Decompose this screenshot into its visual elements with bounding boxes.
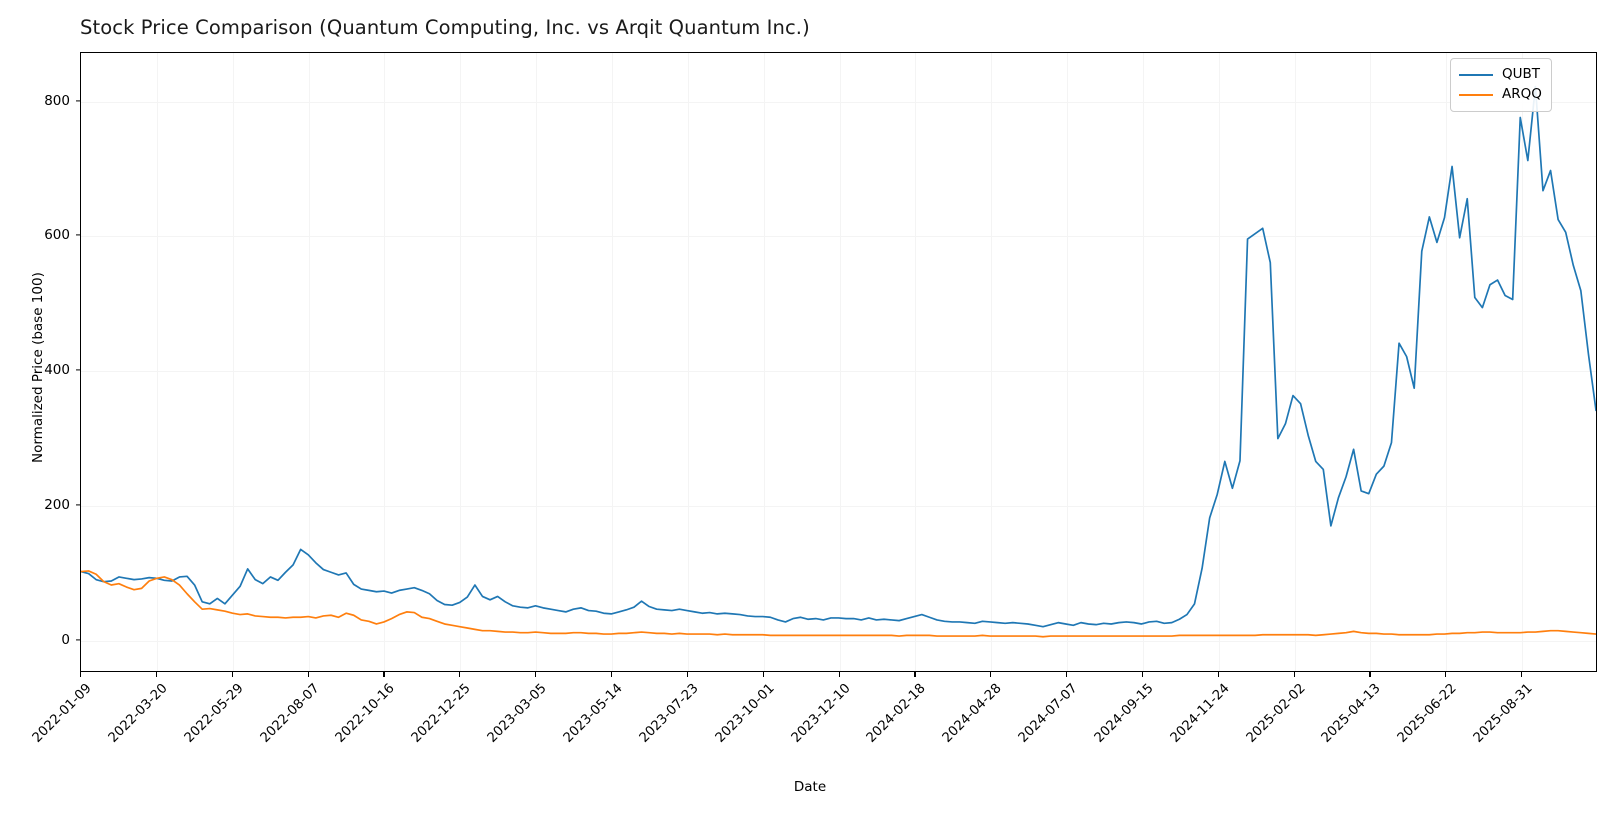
x-axis-tick-mark <box>990 672 992 677</box>
x-axis-tick-mark <box>1217 672 1219 677</box>
x-axis-tick-mark <box>155 672 158 677</box>
gridline-vertical <box>1067 53 1069 671</box>
gridline-vertical <box>232 53 234 671</box>
x-axis-tick-label: 2022-03-20 <box>105 681 171 746</box>
x-axis-tick-label: 2023-12-10 <box>788 681 854 746</box>
gridline-vertical <box>1294 53 1296 671</box>
gridline-vertical <box>839 53 841 671</box>
gridline-vertical <box>308 53 310 671</box>
series-lines <box>81 85 1596 638</box>
legend-item[interactable]: ARQQ <box>1459 85 1542 105</box>
x-axis-tick-label: 2023-03-05 <box>484 681 550 746</box>
x-axis-tick-label: 2025-04-13 <box>1319 681 1385 746</box>
y-axis-tick-label: 800 <box>44 92 70 109</box>
x-axis-tick-label: 2024-07-07 <box>1015 681 1081 746</box>
x-axis-tick-mark <box>838 672 840 677</box>
x-axis-tick-mark <box>1066 672 1068 677</box>
x-axis-tick-label: 2024-11-24 <box>1167 681 1233 746</box>
chart-title: Stock Price Comparison (Quantum Computin… <box>80 16 810 39</box>
y-axis-tick-mark <box>75 369 80 371</box>
series-line-qubt <box>81 85 1596 628</box>
y-axis-label: Normalized Price (base 100) <box>30 272 46 463</box>
x-axis-tick-mark <box>1293 672 1295 677</box>
x-axis-tick-label: 2022-05-29 <box>181 681 247 746</box>
legend-label: ARQQ <box>1502 86 1542 103</box>
x-axis-tick-mark <box>1521 672 1523 677</box>
gridline-horizontal <box>81 371 1596 373</box>
gridline-vertical <box>611 53 613 671</box>
y-axis-tick-label: 200 <box>44 496 70 513</box>
gridline-vertical <box>460 53 462 671</box>
x-axis-tick-mark <box>80 672 82 677</box>
x-axis-tick-label: 2025-02-02 <box>1243 681 1309 746</box>
gridline-vertical <box>763 53 765 671</box>
gridline-vertical <box>687 53 689 671</box>
x-axis-tick-mark <box>535 672 537 677</box>
series-line-arqq <box>81 570 1596 638</box>
x-axis-tick-mark <box>383 672 385 677</box>
gridline-vertical <box>1446 53 1448 671</box>
x-axis-tick-mark <box>459 672 461 677</box>
gridline-vertical <box>1142 53 1144 671</box>
x-axis-tick-label: 2024-09-15 <box>1091 681 1157 746</box>
x-axis-tick-label: 2023-10-01 <box>712 681 778 746</box>
plot-area <box>80 52 1597 672</box>
y-axis-tick-mark <box>75 504 80 506</box>
y-axis-tick-label: 400 <box>44 362 70 379</box>
y-axis-tick-mark <box>75 99 80 102</box>
gridline-horizontal <box>81 101 1596 103</box>
y-axis-tick-mark <box>75 639 80 641</box>
legend-color-swatch <box>1459 94 1493 96</box>
x-axis-tick-label: 2022-10-16 <box>333 681 398 746</box>
legend-color-swatch <box>1459 74 1493 76</box>
x-axis-tick-mark <box>762 672 764 677</box>
x-axis-tick-mark <box>1445 672 1447 677</box>
x-axis-tick-mark <box>610 672 613 677</box>
legend-label: QUBT <box>1502 66 1541 83</box>
legend-item[interactable]: QUBT <box>1459 65 1542 85</box>
gridline-vertical <box>156 53 158 671</box>
gridline-vertical <box>384 53 386 671</box>
gridline-horizontal <box>81 505 1596 507</box>
y-axis-tick-label: 0 <box>61 631 70 648</box>
x-axis-label: Date <box>793 779 827 795</box>
gridline-vertical <box>1370 53 1372 671</box>
x-axis-tick-mark <box>686 672 688 677</box>
x-axis-tick-mark <box>307 672 309 677</box>
x-axis-tick-label: 2022-08-07 <box>257 681 323 746</box>
gridline-horizontal <box>81 640 1596 642</box>
x-axis-tick-label: 2024-02-18 <box>864 681 929 746</box>
gridline-horizontal <box>81 236 1596 238</box>
x-axis-tick-mark <box>1141 672 1144 677</box>
y-axis-tick-mark <box>75 234 80 236</box>
x-axis-tick-label: 2024-04-28 <box>939 681 1005 746</box>
x-axis-tick-mark <box>1369 672 1371 677</box>
gridline-vertical <box>1522 53 1524 671</box>
x-axis-tick-label: 2025-08-31 <box>1470 681 1536 746</box>
gridline-vertical <box>991 53 993 671</box>
gridline-vertical <box>536 53 538 671</box>
x-axis-tick-mark <box>231 672 233 677</box>
y-axis-tick-label: 600 <box>44 227 70 244</box>
x-axis-tick-mark <box>914 672 916 677</box>
chart-legend: QUBT ARQQ <box>1450 58 1552 112</box>
x-axis-tick-label: 2025-06-22 <box>1395 681 1460 746</box>
x-axis-tick-label: 2022-12-25 <box>409 681 474 746</box>
x-axis-tick-label: 2023-05-14 <box>560 681 626 746</box>
gridline-vertical <box>1218 53 1220 671</box>
gridline-vertical <box>915 53 917 671</box>
x-axis-tick-label: 2023-07-23 <box>636 681 702 746</box>
